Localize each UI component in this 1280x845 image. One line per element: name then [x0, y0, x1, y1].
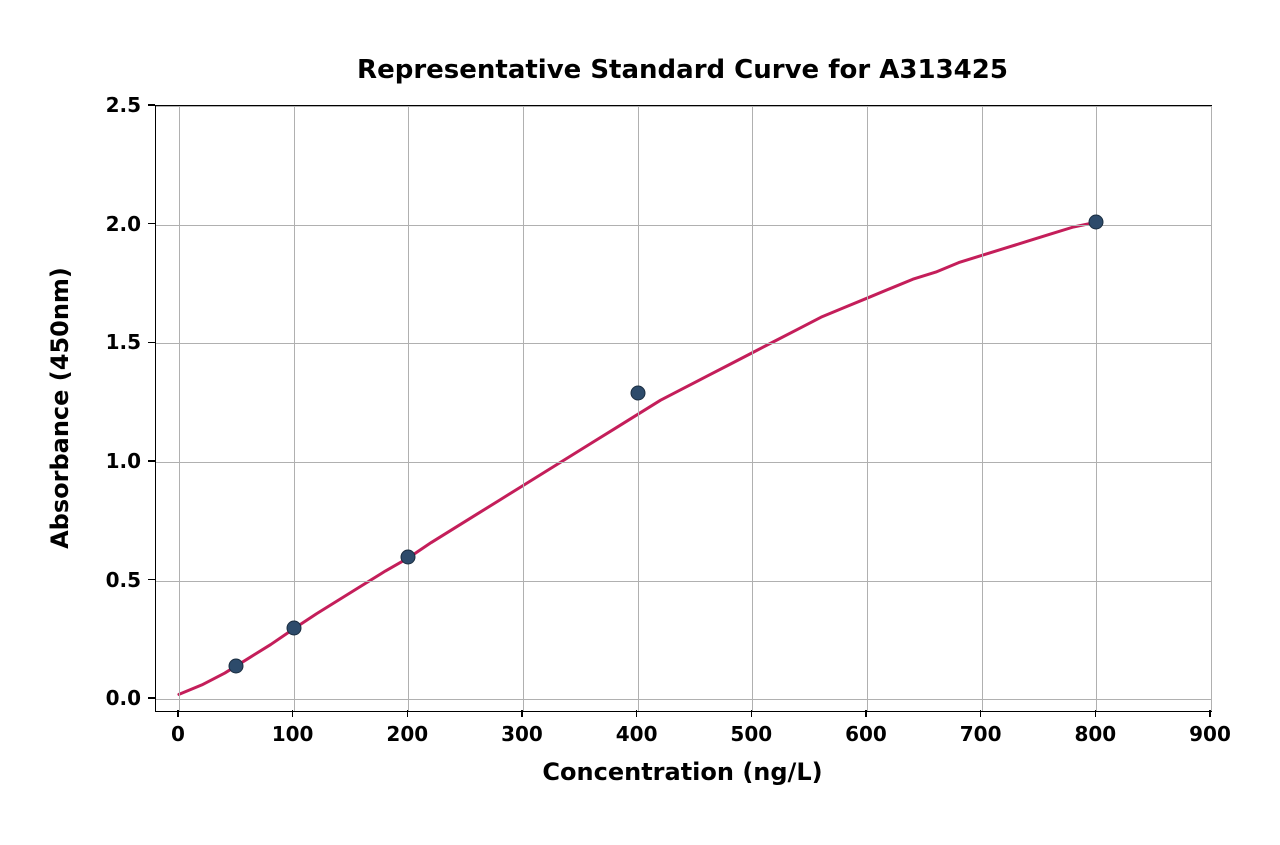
data-point	[630, 386, 645, 401]
tick-label-y: 0.0	[106, 686, 141, 710]
tick-label-y: 1.0	[106, 449, 141, 473]
curve-path	[156, 106, 1211, 711]
tick-mark-x	[1209, 710, 1211, 717]
tick-mark-y	[148, 342, 155, 344]
plot-area	[155, 105, 1212, 712]
tick-mark-x	[636, 710, 638, 717]
tick-mark-x	[865, 710, 867, 717]
tick-label-x: 300	[501, 722, 543, 746]
grid-line-horizontal	[156, 343, 1211, 344]
x-axis-label: Concentration (ng/L)	[542, 758, 822, 786]
tick-mark-y	[148, 223, 155, 225]
grid-line-vertical	[982, 106, 983, 711]
data-point	[1089, 215, 1104, 230]
tick-mark-y	[148, 104, 155, 106]
tick-label-x: 600	[845, 722, 887, 746]
tick-label-y: 1.5	[106, 330, 141, 354]
tick-label-x: 800	[1074, 722, 1116, 746]
grid-line-horizontal	[156, 106, 1211, 107]
tick-mark-x	[1095, 710, 1097, 717]
grid-line-vertical	[179, 106, 180, 711]
tick-label-x: 900	[1189, 722, 1231, 746]
grid-line-horizontal	[156, 581, 1211, 582]
grid-line-vertical	[1096, 106, 1097, 711]
tick-mark-y	[148, 579, 155, 581]
grid-line-horizontal	[156, 699, 1211, 700]
y-axis-label: Absorbance (450nm)	[46, 267, 74, 549]
tick-label-x: 500	[730, 722, 772, 746]
data-point	[229, 658, 244, 673]
grid-line-vertical	[638, 106, 639, 711]
grid-line-horizontal	[156, 225, 1211, 226]
grid-line-vertical	[1211, 106, 1212, 711]
grid-line-vertical	[523, 106, 524, 711]
tick-mark-y	[148, 697, 155, 699]
chart-title: Representative Standard Curve for A31342…	[357, 55, 1008, 85]
tick-mark-x	[407, 710, 409, 717]
tick-mark-x	[980, 710, 982, 717]
tick-mark-x	[521, 710, 523, 717]
tick-mark-x	[177, 710, 179, 717]
grid-line-horizontal	[156, 462, 1211, 463]
tick-label-x: 200	[386, 722, 428, 746]
data-point	[286, 620, 301, 635]
tick-label-x: 0	[171, 722, 185, 746]
chart-container: Representative Standard Curve for A31342…	[0, 0, 1280, 845]
tick-label-y: 2.5	[106, 93, 141, 117]
data-point	[401, 549, 416, 564]
tick-mark-x	[751, 710, 753, 717]
tick-label-y: 2.0	[106, 212, 141, 236]
tick-label-x: 700	[960, 722, 1002, 746]
grid-line-vertical	[408, 106, 409, 711]
tick-label-x: 400	[616, 722, 658, 746]
tick-label-x: 100	[272, 722, 314, 746]
tick-mark-x	[292, 710, 294, 717]
tick-mark-y	[148, 460, 155, 462]
grid-line-vertical	[867, 106, 868, 711]
grid-line-vertical	[752, 106, 753, 711]
tick-label-y: 0.5	[106, 568, 141, 592]
